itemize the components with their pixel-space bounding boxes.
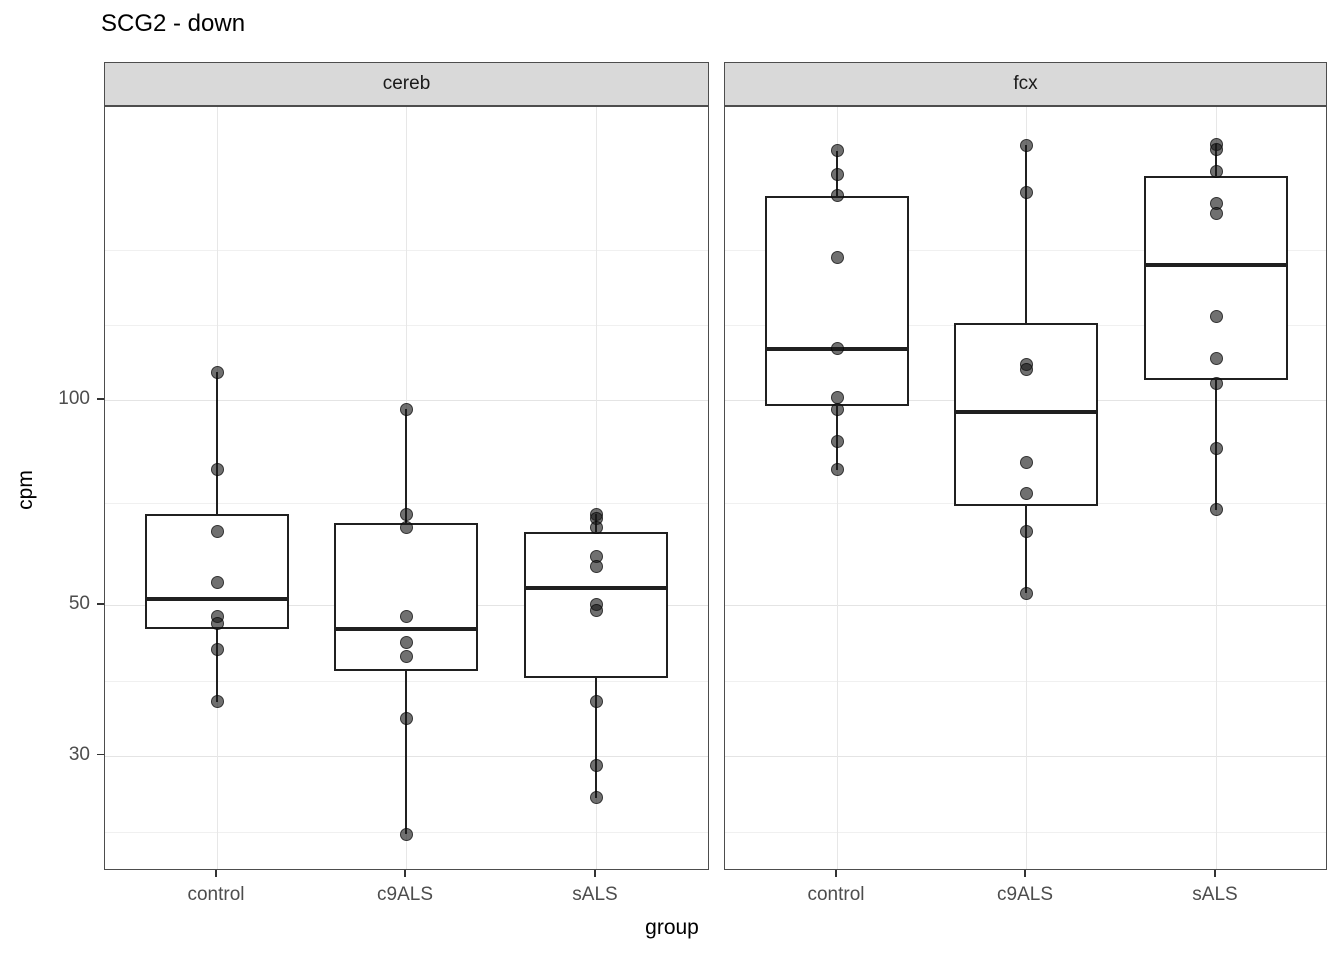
- x-axis-title: group: [645, 916, 699, 939]
- facet-panel-fcx: [724, 106, 1327, 870]
- facet-panel-cereb: [104, 106, 709, 870]
- boxplot-median: [954, 410, 1098, 415]
- x-tick-label: control: [807, 884, 865, 905]
- x-tick-mark: [1024, 870, 1026, 877]
- x-tick-mark: [215, 870, 217, 877]
- data-point: [589, 559, 603, 573]
- data-point: [399, 636, 413, 650]
- y-tick-mark: [97, 753, 104, 756]
- data-point: [1209, 309, 1223, 323]
- x-tick-label: c9ALS: [377, 884, 433, 905]
- data-point: [1019, 455, 1033, 469]
- data-point: [399, 520, 413, 534]
- x-tick-label: sALS: [572, 884, 618, 905]
- y-tick-mark: [97, 603, 104, 605]
- data-point: [210, 642, 224, 656]
- data-point: [1019, 186, 1033, 200]
- data-point: [830, 402, 844, 416]
- data-point: [830, 144, 844, 157]
- data-point: [1209, 142, 1223, 156]
- data-point: [589, 759, 603, 773]
- plot-title: SCG2 - down: [101, 10, 246, 37]
- y-tick-label: 50: [68, 592, 90, 614]
- data-point: [1209, 376, 1223, 390]
- data-point: [589, 695, 603, 709]
- y-tick-label: 100: [58, 388, 90, 410]
- boxplot-median: [145, 597, 289, 602]
- data-point: [1209, 441, 1223, 455]
- facet-strip-cereb: cereb: [104, 62, 709, 106]
- data-point: [1019, 138, 1033, 152]
- x-tick-mark: [1214, 870, 1216, 877]
- boxplot-box: [765, 195, 909, 407]
- gridline-major: [725, 604, 1326, 606]
- data-point: [1019, 486, 1033, 500]
- x-tick-label: sALS: [1192, 884, 1238, 905]
- y-tick-mark: [97, 398, 104, 401]
- facet-strip-label: fcx: [1013, 73, 1038, 94]
- x-tick-label: control: [187, 884, 245, 905]
- gridline-minor: [725, 680, 1326, 682]
- data-point: [210, 575, 224, 589]
- data-point: [830, 251, 844, 265]
- data-point: [399, 649, 413, 663]
- data-point: [830, 434, 844, 448]
- data-point: [210, 463, 224, 477]
- data-point: [830, 189, 844, 203]
- data-point: [1019, 586, 1033, 600]
- x-tick-mark: [404, 870, 406, 877]
- gridline-major: [725, 755, 1326, 757]
- data-point: [830, 167, 844, 181]
- data-point: [210, 525, 224, 539]
- boxplot-median: [334, 627, 478, 632]
- data-point: [1209, 352, 1223, 366]
- gridline-vertical: [837, 107, 838, 869]
- data-point: [210, 616, 224, 630]
- data-point: [830, 390, 844, 404]
- data-point: [399, 402, 413, 416]
- facet-strip-label: cereb: [382, 73, 431, 94]
- data-point: [589, 791, 603, 805]
- data-point: [830, 463, 844, 477]
- data-point: [210, 695, 224, 709]
- x-tick-mark: [835, 870, 837, 877]
- y-tick-label: 30: [68, 743, 90, 765]
- gridline-minor: [725, 831, 1326, 833]
- data-point: [589, 604, 603, 618]
- gridline-vertical: [596, 107, 597, 869]
- data-point: [210, 365, 224, 379]
- boxplot-median: [524, 585, 668, 590]
- data-point: [1209, 207, 1223, 221]
- data-point: [1209, 165, 1223, 178]
- x-tick-label: c9ALS: [997, 884, 1053, 905]
- x-tick-mark: [594, 870, 596, 877]
- data-point: [399, 827, 413, 841]
- data-point: [1209, 503, 1223, 517]
- facet-strip-fcx: fcx: [724, 62, 1327, 106]
- data-point: [399, 610, 413, 624]
- data-point: [1019, 525, 1033, 539]
- data-point: [589, 520, 603, 534]
- data-point: [399, 712, 413, 726]
- data-point: [399, 507, 413, 521]
- data-point: [1019, 362, 1033, 376]
- boxplot-median: [1144, 263, 1288, 268]
- data-point: [830, 342, 844, 356]
- y-axis-title: cpm: [14, 470, 37, 510]
